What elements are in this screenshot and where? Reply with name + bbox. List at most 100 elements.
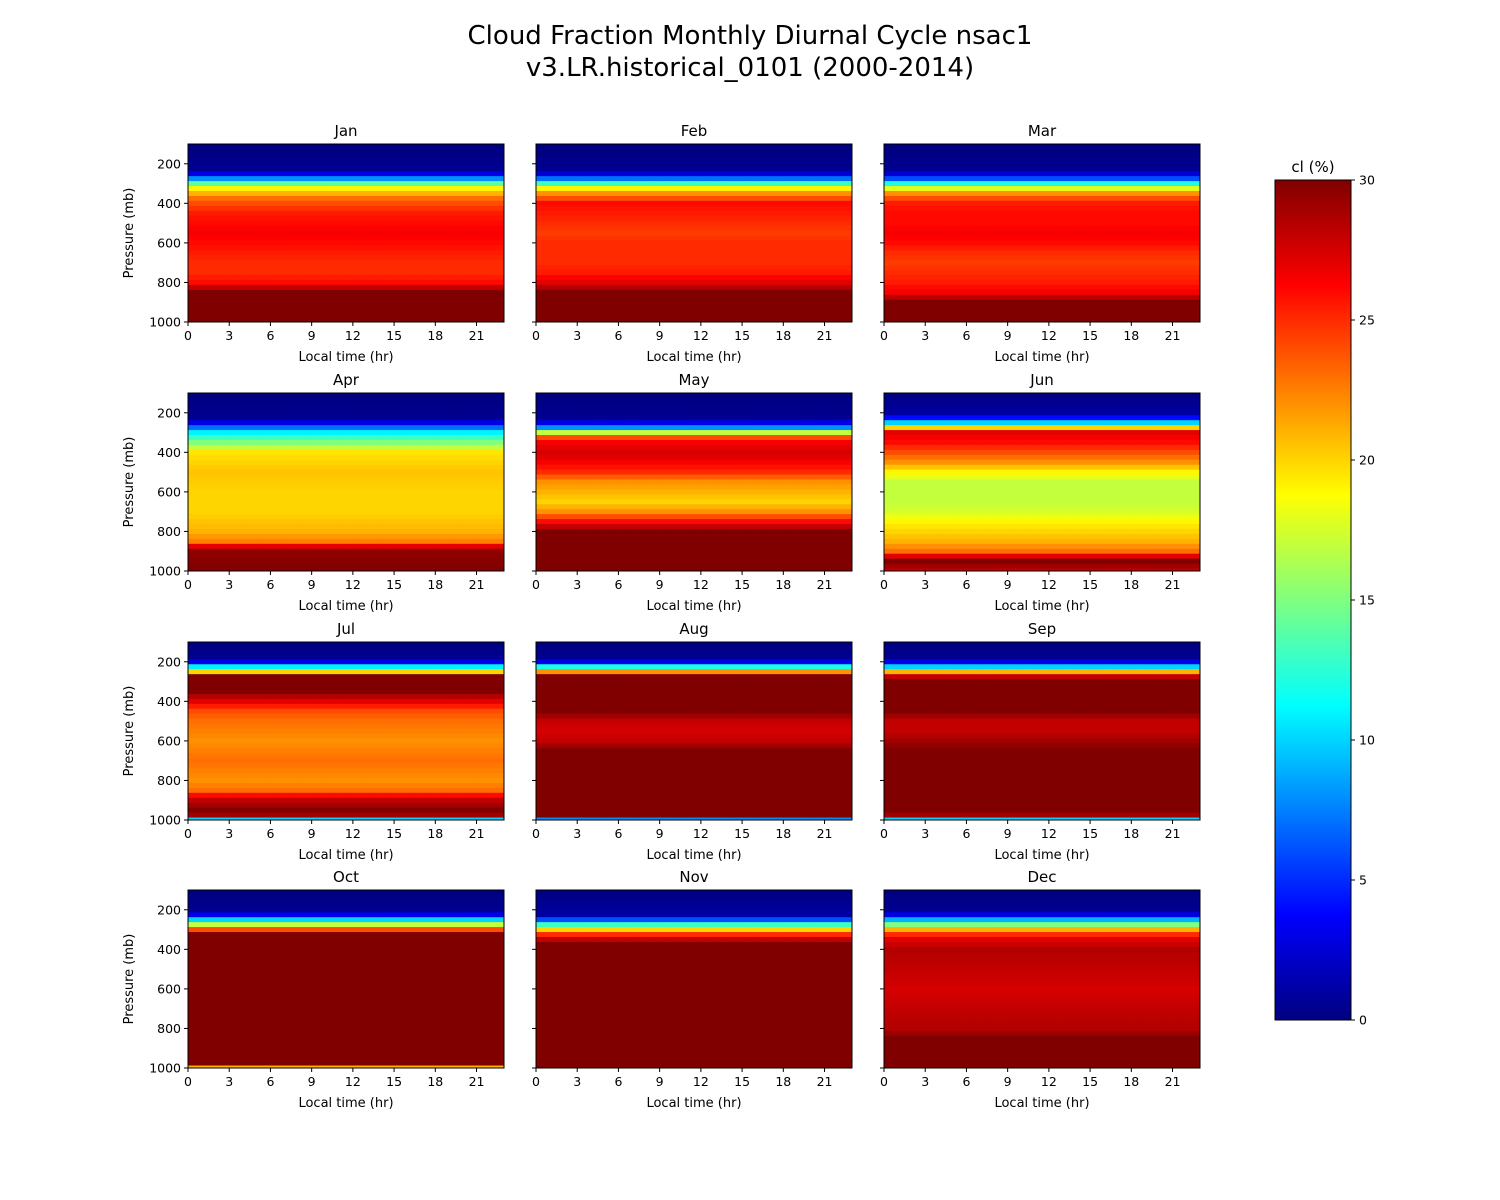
heatmap-cell — [911, 405, 926, 411]
heatmap-cell — [536, 210, 551, 217]
heatmap-cell — [549, 558, 564, 565]
heatmap-cell — [1103, 245, 1119, 251]
heatmap-cell — [632, 144, 647, 147]
heatmap-cell — [462, 176, 478, 182]
heatmap-cell — [952, 563, 967, 570]
heatmap-cell — [380, 200, 395, 207]
heatmap-cell — [728, 519, 743, 525]
heatmap-cell — [563, 504, 578, 510]
heatmap-cell — [1062, 400, 1077, 406]
heatmap-cell — [797, 319, 812, 323]
heatmap-cell — [476, 181, 491, 187]
heatmap-cell — [407, 255, 423, 261]
heatmap-cell — [563, 474, 578, 481]
heatmap-cell — [476, 509, 491, 515]
heatmap-cell — [270, 144, 285, 147]
heatmap-cell — [714, 294, 729, 301]
heatmap-cell — [797, 144, 812, 147]
heatmap-cell — [563, 230, 578, 236]
heatmap-cell — [1062, 474, 1077, 481]
heatmap-cell — [783, 151, 798, 157]
heatmap-cell — [755, 225, 771, 232]
heatmap-cell — [632, 151, 647, 157]
heatmap-cell — [284, 435, 299, 441]
heatmap-cell — [687, 435, 702, 441]
heatmap-cell — [435, 314, 450, 321]
heatmap-cell — [838, 435, 853, 441]
heatmap-cell — [1035, 151, 1050, 157]
heatmap-cell — [563, 430, 578, 436]
heatmap-cell — [311, 260, 326, 266]
heatmap-cell — [297, 309, 313, 316]
heatmap-cell — [229, 156, 244, 162]
y-tick-label: 600 — [157, 235, 181, 250]
heatmap-cell — [897, 195, 912, 202]
heatmap-cell — [421, 400, 436, 406]
heatmap-cell — [938, 405, 954, 411]
heatmap-cell — [201, 415, 216, 421]
heatmap-cell — [577, 405, 592, 411]
heatmap-cell — [590, 156, 606, 162]
heatmap-cell — [325, 439, 340, 446]
x-tick-label: 9 — [656, 577, 664, 592]
heatmap-cell — [604, 210, 619, 217]
heatmap-cell — [394, 240, 409, 246]
heatmap-cell — [966, 220, 981, 227]
heatmap-cell — [229, 469, 244, 476]
heatmap-cell — [673, 494, 688, 500]
heatmap-cell — [1007, 548, 1022, 555]
heatmap-cell — [659, 430, 674, 436]
heatmap-cell — [925, 524, 940, 530]
heatmap-cell — [1021, 524, 1036, 530]
heatmap-cell — [590, 210, 606, 217]
heatmap-cell — [242, 509, 258, 515]
heatmap-cell — [1035, 304, 1050, 311]
heatmap-cell — [925, 449, 940, 456]
heatmap-cell — [1048, 319, 1064, 323]
heatmap-cell — [311, 176, 326, 182]
heatmap-cell — [366, 309, 381, 316]
heatmap-cell — [215, 250, 230, 256]
heatmap-cell — [476, 171, 491, 177]
heatmap-cell — [536, 304, 551, 311]
heatmap-cell — [421, 504, 436, 510]
heatmap-cell — [952, 275, 967, 281]
heatmap-cell — [755, 245, 771, 251]
heatmap-cell — [1007, 166, 1022, 172]
heatmap-cell — [911, 200, 926, 207]
heatmap-cell — [549, 528, 564, 535]
heatmap-cell — [590, 151, 606, 157]
heatmap-cell — [421, 260, 436, 266]
heatmap-cell — [980, 200, 995, 207]
heatmap-cell — [242, 299, 258, 306]
heatmap-cell — [297, 294, 313, 301]
heatmap-cell — [476, 260, 491, 266]
heatmap-cell — [339, 430, 354, 436]
heatmap-cell — [966, 484, 981, 490]
heatmap-cell — [700, 479, 716, 485]
heatmap-cell — [256, 220, 271, 227]
heatmap-cell — [687, 524, 702, 530]
heatmap-cell — [325, 309, 340, 316]
heatmap-cell — [1172, 240, 1187, 246]
heatmap-cell — [714, 284, 729, 291]
heatmap-cell — [700, 393, 716, 396]
heatmap-cell — [1021, 439, 1036, 446]
heatmap-cell — [604, 494, 619, 500]
heatmap-cell — [297, 519, 313, 525]
heatmap-cell — [339, 479, 354, 485]
heatmap-cell — [536, 444, 551, 451]
heatmap-cell — [284, 425, 299, 431]
heatmap-cell — [604, 553, 619, 560]
heatmap-cell — [838, 240, 853, 246]
heatmap-cell — [380, 420, 395, 426]
heatmap-cell — [966, 161, 981, 167]
heatmap-cell — [618, 444, 633, 451]
heatmap-cell — [462, 509, 478, 515]
heatmap-cell — [673, 405, 688, 411]
heatmap-cell — [742, 279, 757, 286]
heatmap-cell — [435, 186, 450, 192]
heatmap-cell — [407, 314, 423, 321]
heatmap-cell — [742, 205, 757, 212]
heatmap-cell — [1145, 319, 1160, 323]
